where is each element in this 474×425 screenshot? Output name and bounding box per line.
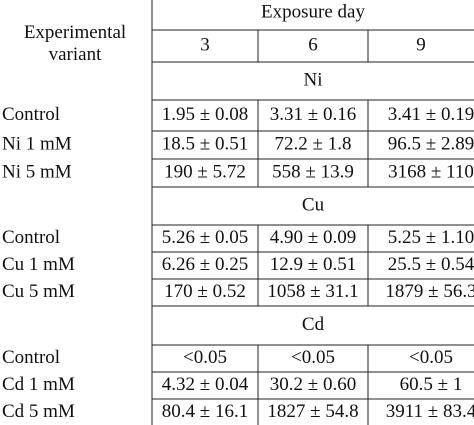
group-header: Exposure day [261, 1, 365, 22]
day-header: 3 [200, 34, 210, 55]
cell: 4.32 ± 0.04 [162, 374, 249, 395]
section-header: Cd [302, 314, 325, 335]
cell: 60.5 ± 1 [400, 374, 463, 395]
cell: 72.2 ± 1.8 [275, 133, 352, 154]
cell: 558 ± 13.9 [272, 161, 354, 182]
cell: 6.26 ± 0.25 [162, 254, 248, 275]
row-label: Cu 1 mM [2, 254, 75, 275]
row-label: Control [2, 347, 60, 368]
cell: 1.95 ± 0.08 [162, 104, 248, 125]
row-label: Cu 5 mM [2, 281, 75, 302]
cell: 18.5 ± 0.51 [162, 133, 248, 154]
cell: 30.2 ± 0.60 [270, 374, 356, 395]
cell: 170 ± 0.52 [164, 281, 246, 302]
cell: 80.4 ± 16.1 [162, 401, 248, 422]
cell: 5.25 ± 1.10 [388, 227, 474, 248]
cell: 3168 ± 110 [388, 161, 474, 182]
cell: 1827 ± 54.8 [267, 401, 358, 422]
section-header: Cu [302, 194, 325, 215]
cell: 5.26 ± 0.05 [162, 227, 248, 248]
cell: 25.5 ± 0.54 [388, 254, 474, 275]
cell: 3911 ± 83.4 [386, 401, 474, 422]
row-label: Control [2, 227, 60, 248]
row-label: Cd 1 mM [2, 374, 75, 395]
cell: 4.90 ± 0.09 [270, 227, 356, 248]
cell: <0.05 [183, 347, 227, 368]
row-label: Control [2, 104, 60, 125]
cell: 3.41 ± 0.19 [388, 104, 474, 125]
row-label: Ni 5 mM [2, 161, 72, 182]
cell: <0.05 [409, 347, 453, 368]
cell: <0.05 [291, 347, 335, 368]
row-label: Ni 1 mM [2, 133, 72, 154]
section-header: Ni [304, 69, 323, 90]
row-label: Cd 5 mM [2, 401, 75, 422]
row-header: Experimental variant [24, 22, 126, 65]
cell: 190 ± 5.72 [164, 161, 246, 182]
cell: 12.9 ± 0.51 [270, 254, 356, 275]
day-header: 6 [308, 34, 318, 55]
cell: 1879 ± 56.3 [385, 281, 474, 302]
cell: 1058 ± 31.1 [267, 281, 358, 302]
cell: 96.5 ± 2.89 [388, 133, 474, 154]
day-header: 9 [416, 34, 426, 55]
cell: 3.31 ± 0.16 [270, 104, 356, 125]
